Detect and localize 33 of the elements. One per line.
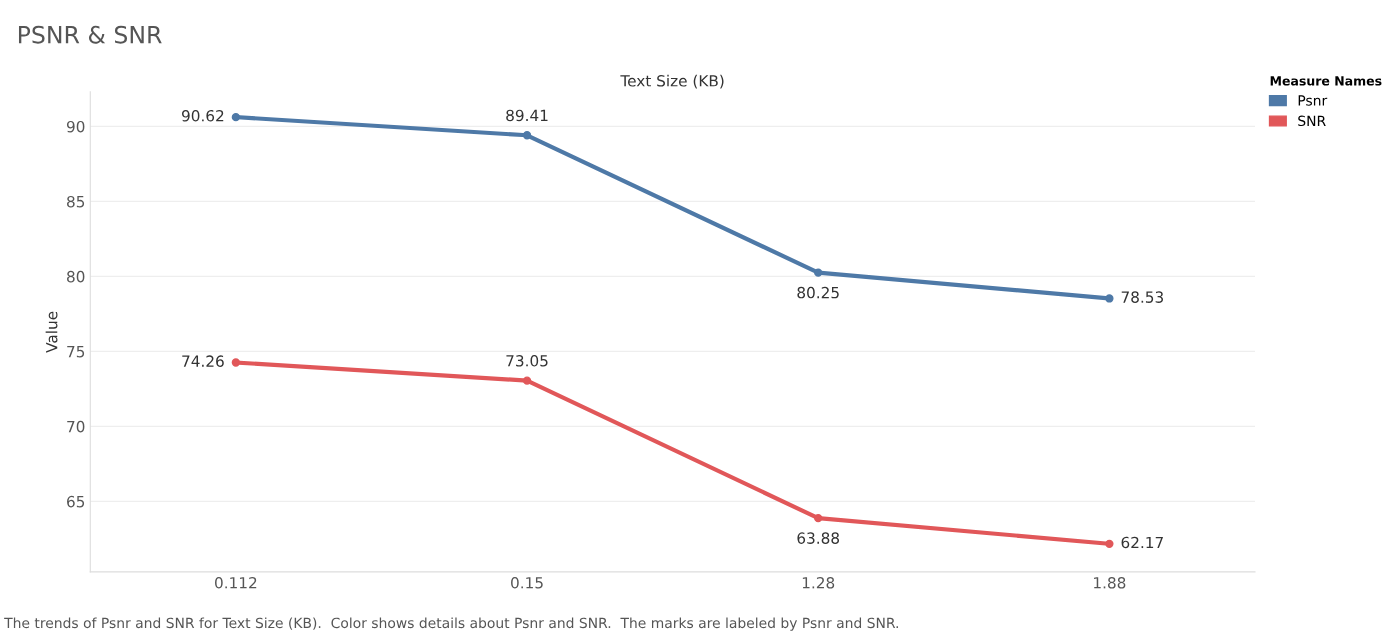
y-tick-label: 75 bbox=[67, 346, 85, 358]
y-tick-label: 65 bbox=[67, 495, 85, 508]
point bbox=[231, 112, 241, 122]
y-tick-label: 85 bbox=[67, 195, 85, 208]
y-axis-title: Value bbox=[45, 311, 58, 353]
x-tick-label: 0.15 bbox=[511, 577, 543, 589]
legend-label: SNR bbox=[1298, 115, 1326, 127]
point bbox=[1105, 539, 1114, 548]
point bbox=[522, 376, 532, 385]
data-label: 90.62 bbox=[181, 110, 224, 122]
text: The trends of Psnr and SNR for Text Size (KB). Color shows details about Psnr and SNR. The marks are labeled by Psnr and SNR. bbox=[4, 617, 898, 631]
data-label: 74.26 bbox=[182, 355, 224, 367]
point bbox=[231, 358, 241, 367]
point bbox=[814, 268, 823, 277]
x-tick-label: 0.112 bbox=[215, 577, 257, 589]
point bbox=[814, 514, 823, 523]
point bbox=[522, 131, 532, 140]
y-tick-label: 90 bbox=[66, 120, 85, 133]
legend-label: Psnr bbox=[1298, 95, 1328, 106]
data-label: 62.17 bbox=[1121, 536, 1163, 549]
y-tick-label: 70 bbox=[67, 420, 85, 433]
data-label: 73.05 bbox=[506, 355, 548, 367]
x-axis-title: Text Size (KB) bbox=[620, 74, 724, 89]
x-tick-label: 1.88 bbox=[1094, 577, 1126, 589]
data-label: 63.88 bbox=[797, 532, 840, 544]
point bbox=[1105, 294, 1114, 303]
data-label: 89.41 bbox=[506, 109, 548, 122]
data-label: 78.53 bbox=[1121, 291, 1163, 303]
y-tick-label: 80 bbox=[67, 270, 85, 283]
x-tick-label: 1.28 bbox=[802, 577, 835, 589]
chart-title: PSNR & SNR bbox=[18, 25, 162, 44]
data-label: 80.25 bbox=[797, 286, 839, 299]
legend-title: Measure Names bbox=[1270, 76, 1382, 86]
